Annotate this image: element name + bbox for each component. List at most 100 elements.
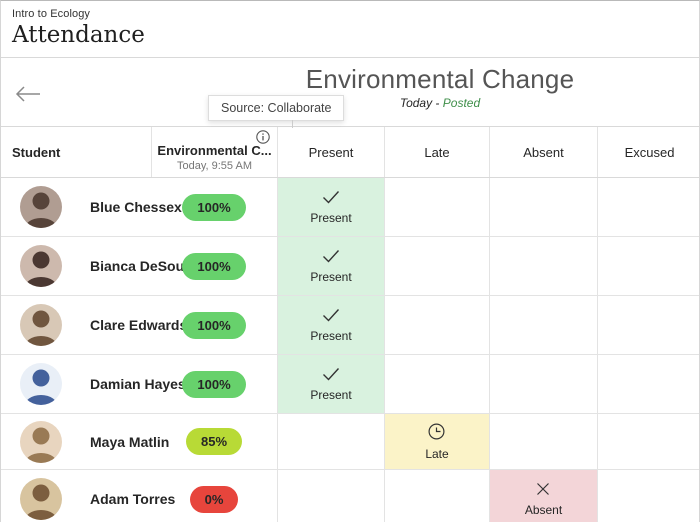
score-badge: 100%	[182, 193, 246, 221]
column-header-late: Late	[384, 127, 489, 177]
person-icon	[24, 484, 58, 520]
status-cell-present[interactable]	[277, 414, 384, 469]
meeting-heading: Environmental Change Today - Posted	[181, 58, 699, 110]
meeting-subtitle: Today - Posted	[181, 96, 699, 110]
status-cell-present[interactable]	[277, 470, 384, 522]
table-row: Blue Chessex 100% Present	[1, 178, 699, 237]
present-mark: Present	[310, 249, 352, 284]
mark-label: Absent	[524, 502, 563, 517]
column-header-excused: Excused	[597, 127, 699, 177]
status-cell-late[interactable]: Late	[384, 414, 489, 469]
status-cell-present[interactable]: Present	[277, 178, 384, 236]
score-cell: 100%	[151, 178, 277, 236]
status-cell-absent[interactable]	[489, 237, 597, 295]
status-cell-absent[interactable]	[489, 296, 597, 354]
column-header-meeting: Environmental C... Today, 9:55 AM	[151, 127, 277, 177]
status-cell-late[interactable]	[384, 237, 489, 295]
mark-label: Present	[310, 210, 352, 225]
page-header: Intro to Ecology Attendance	[1, 1, 699, 58]
course-name: Intro to Ecology	[12, 8, 91, 20]
table-row: Clare Edwards 100% Present	[1, 296, 699, 355]
x-icon	[536, 482, 550, 496]
attendance-table: Student Environmental C... Today, 9:55 A…	[1, 126, 699, 522]
status-cell-absent[interactable]	[489, 178, 597, 236]
avatar	[20, 245, 62, 287]
score-badge: 0%	[189, 485, 239, 513]
score-cell: 100%	[151, 296, 277, 354]
score-cell: 85%	[151, 414, 277, 469]
score-cell: 100%	[151, 355, 277, 413]
present-mark: Present	[310, 367, 352, 402]
student-cell: Bianca DeSousa	[1, 237, 200, 295]
student-name: Clare Edwards	[90, 317, 188, 333]
back-button[interactable]	[13, 84, 43, 106]
person-icon	[24, 310, 58, 346]
status-cell-present[interactable]: Present	[277, 296, 384, 354]
status-cell-absent[interactable]	[489, 414, 597, 469]
student-cell: Blue Chessex	[1, 178, 182, 236]
meeting-posted-status: Posted	[442, 96, 481, 110]
mark-label: Present	[310, 328, 352, 343]
person-icon	[24, 192, 58, 228]
column-header-present: Present	[277, 127, 384, 177]
score-cell: 100%	[151, 237, 277, 295]
person-icon	[24, 251, 58, 287]
avatar	[20, 363, 62, 405]
meeting-bar: Source: Collaborate Environmental Change…	[1, 58, 699, 128]
late-mark: Late	[425, 422, 449, 461]
mark-label: Present	[310, 269, 352, 284]
check-icon	[322, 367, 340, 381]
table-row: Adam Torres 0%	[1, 470, 699, 522]
status-cell-excused[interactable]	[597, 355, 699, 413]
status-cell-excused[interactable]	[597, 237, 699, 295]
clock-icon	[428, 422, 445, 440]
student-cell: Damian Hayes	[1, 355, 186, 413]
check-icon	[322, 190, 340, 204]
source-tooltip: Source: Collaborate	[208, 95, 345, 128]
status-cell-excused[interactable]	[597, 414, 699, 469]
student-name: Adam Torres	[90, 491, 176, 507]
status-cell-excused[interactable]	[597, 470, 699, 522]
score-badge: 100%	[182, 252, 246, 280]
student-name: Maya Matlin	[90, 433, 170, 450]
page-title: Attendance	[12, 22, 145, 48]
present-mark: Present	[310, 308, 352, 343]
column-header-student: Student	[12, 144, 61, 160]
table-row: Damian Hayes 100% Present	[1, 355, 699, 414]
student-name: Blue Chessex	[90, 199, 182, 215]
info-icon	[256, 130, 270, 144]
meeting-title: Environmental Change	[305, 64, 575, 94]
status-cell-present[interactable]: Present	[277, 237, 384, 295]
check-icon	[322, 308, 340, 322]
person-icon	[24, 369, 58, 405]
person-icon	[24, 427, 58, 463]
student-name: Bianca DeSousa	[90, 258, 200, 274]
status-cell-late[interactable]	[384, 470, 489, 522]
table-row: Maya Matlin 85% Late	[1, 414, 699, 470]
mark-label: Late	[425, 446, 449, 461]
score-badge: 100%	[182, 370, 246, 398]
status-cell-excused[interactable]	[597, 296, 699, 354]
table-header-row: Student Environmental C... Today, 9:55 A…	[1, 126, 699, 178]
status-cell-absent[interactable]	[489, 355, 597, 413]
column-header-absent: Absent	[489, 127, 597, 177]
status-cell-late[interactable]	[384, 296, 489, 354]
present-mark: Present	[310, 190, 352, 225]
student-name: Damian Hayes	[90, 376, 186, 392]
status-cell-absent[interactable]: Absent	[489, 470, 597, 522]
status-cell-late[interactable]	[384, 355, 489, 413]
info-button[interactable]	[256, 130, 270, 144]
score-badge: 85%	[185, 428, 243, 455]
left-arrow-icon	[15, 85, 41, 106]
mark-label: Present	[310, 387, 352, 402]
student-cell: Clare Edwards	[1, 296, 187, 354]
avatar	[20, 478, 62, 520]
status-cell-excused[interactable]	[597, 178, 699, 236]
table-body: Blue Chessex 100% Present	[1, 178, 699, 522]
student-cell: Maya Matlin	[1, 414, 169, 469]
table-row: Bianca DeSousa 100% Present	[1, 237, 699, 296]
absent-mark: Absent	[525, 482, 562, 517]
status-cell-present[interactable]: Present	[277, 355, 384, 413]
status-cell-late[interactable]	[384, 178, 489, 236]
